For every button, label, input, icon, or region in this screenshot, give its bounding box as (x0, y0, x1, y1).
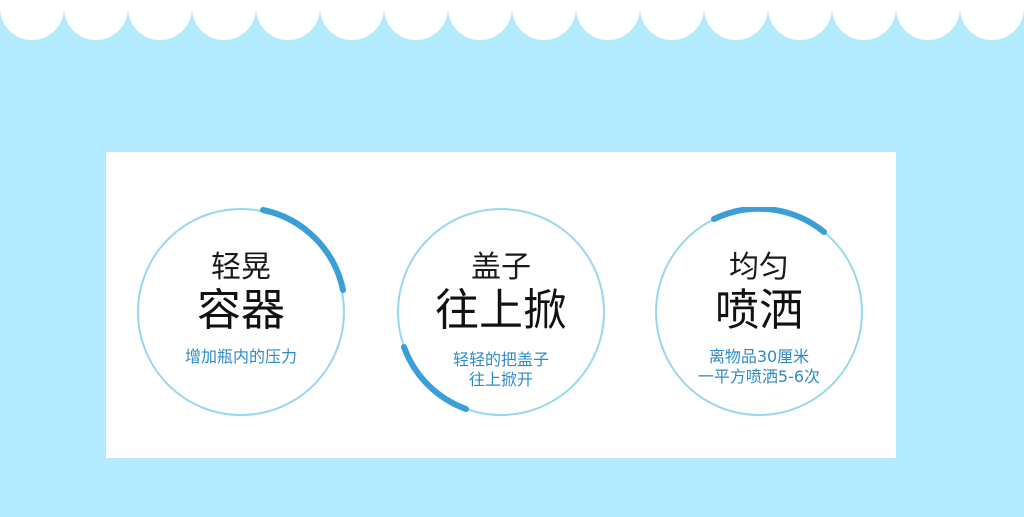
step-description: 增加瓶内的压力 (184, 347, 297, 366)
step-text: 均匀 喷洒 离物品30厘米 一平方喷洒5-6次 (654, 207, 864, 417)
step-description-line2: 一平方喷洒5-6次 (697, 367, 821, 386)
step-shake-container: 轻晃 容器 增加瓶内的压力 (136, 207, 346, 417)
step-description-line2: 往上掀开 (468, 370, 533, 389)
scalloped-top-border (0, 0, 1024, 40)
step-text: 轻晃 容器 增加瓶内的压力 (136, 207, 346, 417)
steps-card: 轻晃 容器 增加瓶内的压力 盖子 往上掀 轻轻的把盖子 往上掀开 (106, 152, 896, 458)
step-lift-lid: 盖子 往上掀 轻轻的把盖子 往上掀开 (396, 207, 606, 417)
step-description-line1: 轻轻的把盖子 (452, 350, 549, 369)
step-big-title: 容器 (197, 285, 285, 336)
ring-with-accent-arc-icon (397, 208, 605, 416)
step-description-line1: 离物品30厘米 (708, 347, 810, 366)
step-text: 盖子 往上掀 轻轻的把盖子 往上掀开 (396, 207, 606, 417)
step-spray-evenly: 均匀 喷洒 离物品30厘米 一平方喷洒5-6次 (654, 207, 864, 417)
ring-with-accent-arc-icon (655, 207, 863, 416)
step-big-title: 喷洒 (715, 285, 803, 336)
step-small-title: 轻晃 (211, 250, 271, 285)
ring-with-accent-arc-icon (137, 207, 346, 416)
step-small-title: 均匀 (729, 250, 789, 285)
step-big-title: 往上掀 (435, 285, 567, 336)
step-small-title: 盖子 (471, 250, 531, 285)
